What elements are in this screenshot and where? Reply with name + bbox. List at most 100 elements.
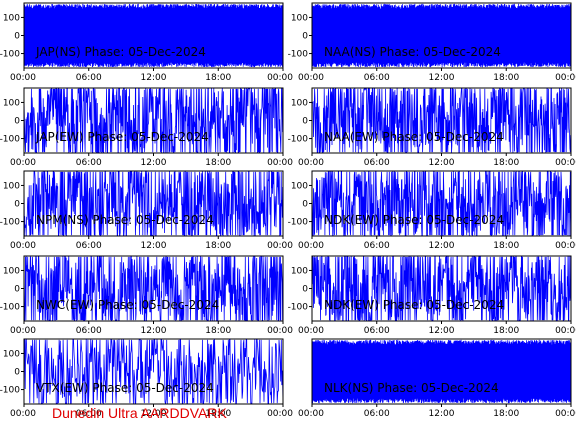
phase-trace <box>312 171 571 236</box>
x-tick-label: 12:00 <box>429 158 455 168</box>
x-tick-label: 00:00 <box>298 326 324 336</box>
y-tick-label: 100 <box>3 98 20 108</box>
phase-trace <box>312 256 571 321</box>
panel-title: NDK(EW) Phase: 05-Dec-2024 <box>324 213 504 227</box>
x-tick-label: 12:00 <box>429 409 455 419</box>
phase-panel: 100 0 -100 00:00 06:00 12:00 18:00 00:00 JAP(NS)… <box>0 2 293 83</box>
y-tick-label: 100 <box>3 13 20 23</box>
phase-trace <box>24 256 283 321</box>
y-tick-label: 100 <box>3 266 20 276</box>
x-tick-label: 00:00 <box>555 158 576 168</box>
x-tick-label: 06:00 <box>76 326 102 336</box>
phase-trace <box>24 88 283 153</box>
x-tick-label: 18:00 <box>205 158 231 168</box>
x-tick-label: 00:00 <box>267 73 293 83</box>
phase-panel: 100 0 -100 00:00 06:00 12:00 18:00 00:00 NDK(EW)… <box>288 170 576 251</box>
x-tick-label: 12:00 <box>429 73 455 83</box>
y-tick-label: 0 <box>302 200 308 210</box>
phase-trace <box>312 88 571 153</box>
x-tick-label: 00:00 <box>555 409 576 419</box>
y-tick-label: -100 <box>288 218 309 228</box>
panel-title: JAP(EW) Phase: 05-Dec-2024 <box>35 130 209 144</box>
x-tick-label: 18:00 <box>205 73 231 83</box>
x-tick-label: 00:00 <box>298 409 324 419</box>
x-tick-label: 00:00 <box>10 241 36 251</box>
x-tick-label: 00:00 <box>267 158 293 168</box>
x-tick-label: 00:00 <box>10 73 36 83</box>
y-tick-label: -100 <box>0 303 20 313</box>
x-tick-label: 00:00 <box>267 241 293 251</box>
x-tick-label: 00:00 <box>10 326 36 336</box>
x-tick-label: 18:00 <box>493 241 519 251</box>
x-tick-label: 12:00 <box>429 326 455 336</box>
x-tick-label: 18:00 <box>205 409 231 419</box>
y-tick-label: 100 <box>3 349 20 359</box>
x-tick-label: 12:00 <box>141 158 167 168</box>
panel-title: NLK(NS) Phase: 05-Dec-2024 <box>324 381 499 395</box>
phase-panel: 100 0 -100 00:00 06:00 12:00 18:00 00:00 NDK(EW)… <box>288 255 576 336</box>
x-tick-label: 06:00 <box>76 73 102 83</box>
panel-title: NWC(EW) Phase: 05-Dec-2024 <box>36 298 219 312</box>
x-tick-label: 00:00 <box>555 241 576 251</box>
panel-title: JAP(NS) Phase: 05-Dec-2024 <box>35 45 206 59</box>
y-tick-label: -100 <box>0 50 20 60</box>
x-tick-label: 18:00 <box>205 326 231 336</box>
x-tick-label: 12:00 <box>429 241 455 251</box>
y-tick-label: -100 <box>288 135 309 145</box>
phase-panel: 100 0 -100 00:00 06:00 12:00 18:00 00:00 NAA(NS)… <box>288 2 576 83</box>
x-tick-label: 00:00 <box>298 241 324 251</box>
x-tick-label: 06:00 <box>364 73 390 83</box>
x-tick-label: 06:00 <box>364 409 390 419</box>
y-tick-label: 0 <box>14 32 20 42</box>
phase-trace <box>24 339 283 404</box>
y-tick-label: 0 <box>14 117 20 127</box>
y-tick-label: -100 <box>288 303 309 313</box>
phase-panel: 100 0 -100 00:00 06:00 12:00 18:00 00:00 VTX(EW)… <box>0 338 293 419</box>
y-tick-label: 0 <box>14 285 20 295</box>
x-tick-label: 06:00 <box>364 241 390 251</box>
y-tick-label: -100 <box>0 386 20 396</box>
y-tick-label: 0 <box>14 200 20 210</box>
phase-trace <box>24 171 283 236</box>
y-tick-label: 100 <box>291 266 308 276</box>
x-tick-label: 06:00 <box>364 326 390 336</box>
x-tick-label: 12:00 <box>141 73 167 83</box>
x-tick-label: 00:00 <box>10 158 36 168</box>
x-tick-label: 12:00 <box>141 241 167 251</box>
x-tick-label: 00:00 <box>555 326 576 336</box>
x-tick-label: 06:00 <box>76 241 102 251</box>
x-tick-label: 06:00 <box>76 409 102 419</box>
footer-label: Dunedin Ultra AARDDVARK <box>52 405 227 421</box>
x-tick-label: 00:00 <box>267 326 293 336</box>
x-tick-label: 00:00 <box>10 409 36 419</box>
y-tick-label: -100 <box>288 50 309 60</box>
y-tick-label: 100 <box>291 181 308 191</box>
panel-title: NAA(NS) Phase: 05-Dec-2024 <box>324 45 501 59</box>
y-tick-label: -100 <box>0 135 20 145</box>
panel-title: NDK(EW) Phase: 05-Dec-2024 <box>324 298 504 312</box>
x-tick-label: 12:00 <box>141 326 167 336</box>
phase-panel: 00:00 06:00 12:00 18:00 00:00 NLK(NS) Phase: … <box>298 338 576 419</box>
x-tick-label: 12:00 <box>141 409 167 419</box>
panel-title: NAA(EW) Phase: 05-Dec-2024 <box>324 130 504 144</box>
x-tick-label: 18:00 <box>493 158 519 168</box>
y-tick-label: 0 <box>14 368 20 378</box>
x-tick-label: 18:00 <box>493 409 519 419</box>
phase-panel: 100 0 -100 00:00 06:00 12:00 18:00 00:00 JAP(EW)… <box>0 87 293 168</box>
y-tick-label: 100 <box>291 13 308 23</box>
phase-panel: 100 0 -100 00:00 06:00 12:00 18:00 00:00 NAA(EW)… <box>288 87 576 168</box>
panel-title: VTX(EW) Phase: 05-Dec-2024 <box>36 381 214 395</box>
x-tick-label: 18:00 <box>493 326 519 336</box>
x-tick-label: 00:00 <box>555 73 576 83</box>
x-tick-label: 00:00 <box>267 409 293 419</box>
x-tick-label: 06:00 <box>364 158 390 168</box>
panel-title: NPM(NS) Phase: 05-Dec-2024 <box>36 213 214 227</box>
phase-trace <box>24 3 283 68</box>
x-tick-label: 18:00 <box>205 241 231 251</box>
y-tick-label: -100 <box>0 218 20 228</box>
x-tick-label: 06:00 <box>76 158 102 168</box>
phase-panel: 100 0 -100 00:00 06:00 12:00 18:00 00:00 NWC(EW)… <box>0 255 293 336</box>
y-tick-label: 100 <box>291 98 308 108</box>
y-tick-label: 100 <box>3 181 20 191</box>
